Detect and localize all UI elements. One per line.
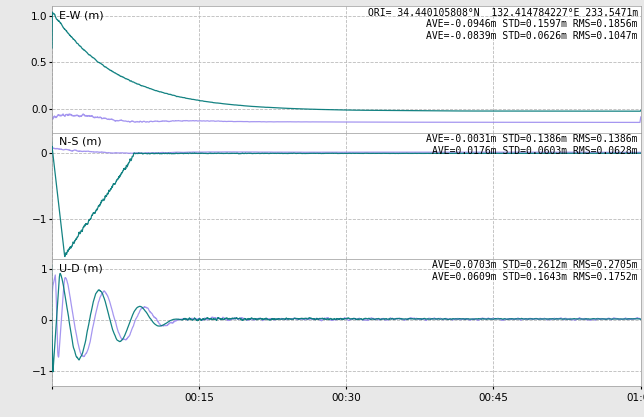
Text: AVE=-0.0031m STD=0.1386m RMS=0.1386m
AVE=0.0176m STD=0.0603m RMS=0.0628m: AVE=-0.0031m STD=0.1386m RMS=0.1386m AVE… <box>426 134 638 156</box>
Text: AVE=0.0703m STD=0.2612m RMS=0.2705m
AVE=0.0609m STD=0.1643m RMS=0.1752m: AVE=0.0703m STD=0.2612m RMS=0.2705m AVE=… <box>432 261 638 282</box>
Text: ORI= 34.440105808°N  132.414784227°E 233.5471m
AVE=-0.0946m STD=0.1597m RMS=0.18: ORI= 34.440105808°N 132.414784227°E 233.… <box>368 8 638 41</box>
Text: N-S (m): N-S (m) <box>59 136 101 146</box>
Text: U-D (m): U-D (m) <box>59 263 102 273</box>
Text: E-W (m): E-W (m) <box>59 10 103 20</box>
